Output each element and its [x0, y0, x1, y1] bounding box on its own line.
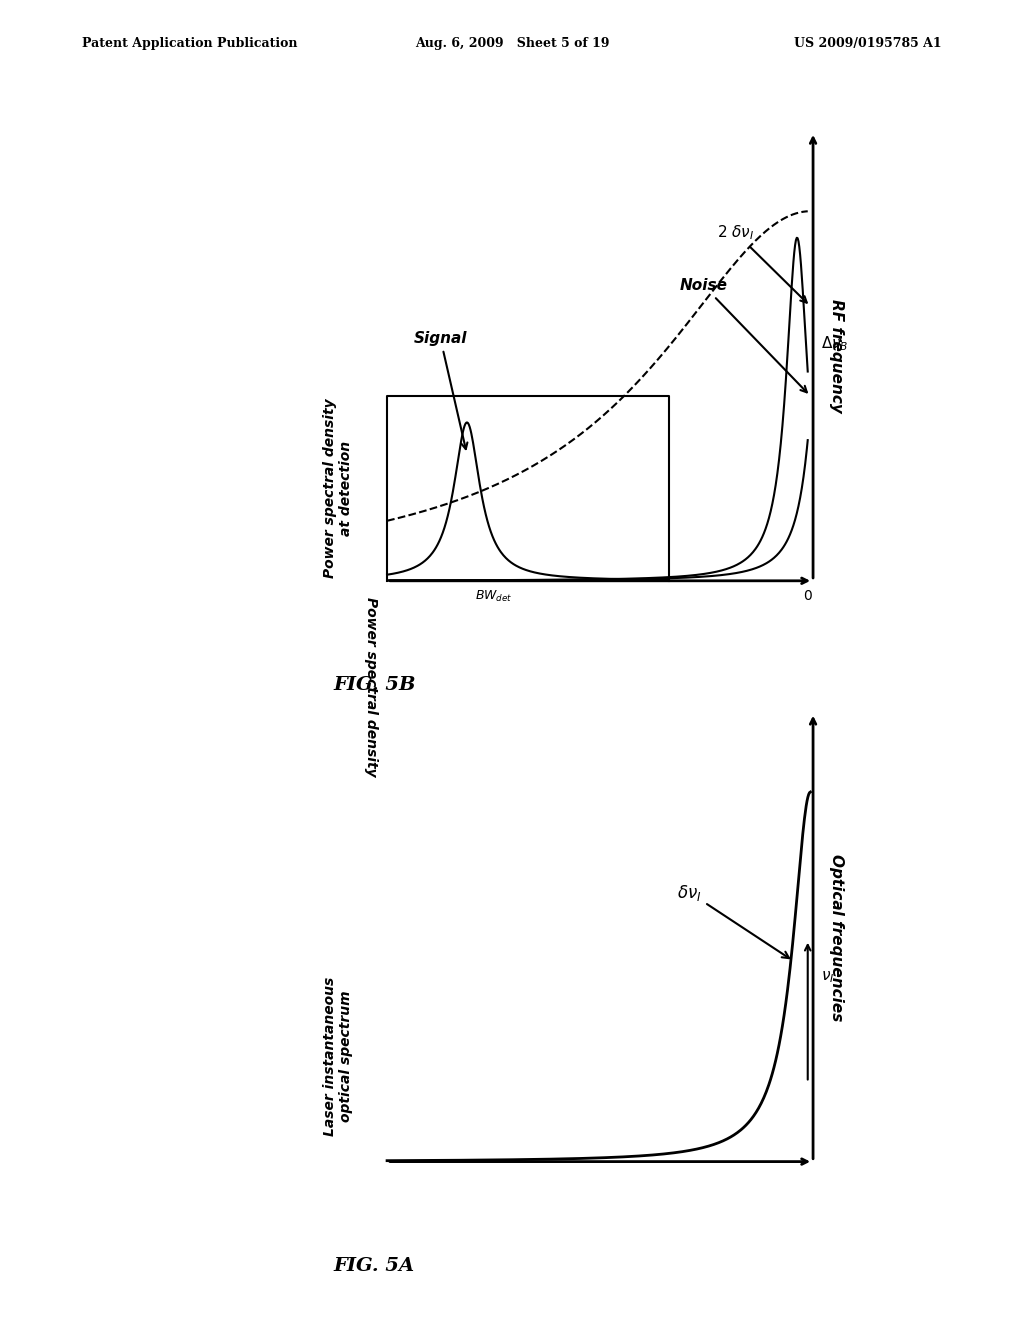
Text: Laser instantaneous
optical spectrum: Laser instantaneous optical spectrum	[323, 977, 353, 1135]
Text: Optical frequencies: Optical frequencies	[829, 854, 844, 1020]
Text: FIG. 5B: FIG. 5B	[334, 676, 417, 694]
Text: Aug. 6, 2009   Sheet 5 of 19: Aug. 6, 2009 Sheet 5 of 19	[415, 37, 609, 50]
Text: Power spectral density: Power spectral density	[365, 597, 378, 776]
Text: Noise: Noise	[680, 279, 807, 392]
Text: $\nu_I$: $\nu_I$	[821, 969, 835, 985]
Text: $\Delta\nu_B$: $\Delta\nu_B$	[821, 334, 849, 352]
Text: $0$: $0$	[803, 589, 813, 603]
Text: $BW_{det}$: $BW_{det}$	[475, 589, 512, 603]
Text: RF frequency: RF frequency	[829, 300, 844, 413]
Text: FIG. 5A: FIG. 5A	[334, 1257, 415, 1275]
Text: Patent Application Publication: Patent Application Publication	[82, 37, 297, 50]
Text: $\delta\nu_I$: $\delta\nu_I$	[677, 883, 790, 958]
Text: $2\ \delta\nu_I$: $2\ \delta\nu_I$	[717, 223, 807, 302]
Text: US 2009/0195785 A1: US 2009/0195785 A1	[795, 37, 942, 50]
Text: Signal: Signal	[414, 331, 467, 449]
Text: Power spectral density
at detection: Power spectral density at detection	[323, 399, 353, 578]
